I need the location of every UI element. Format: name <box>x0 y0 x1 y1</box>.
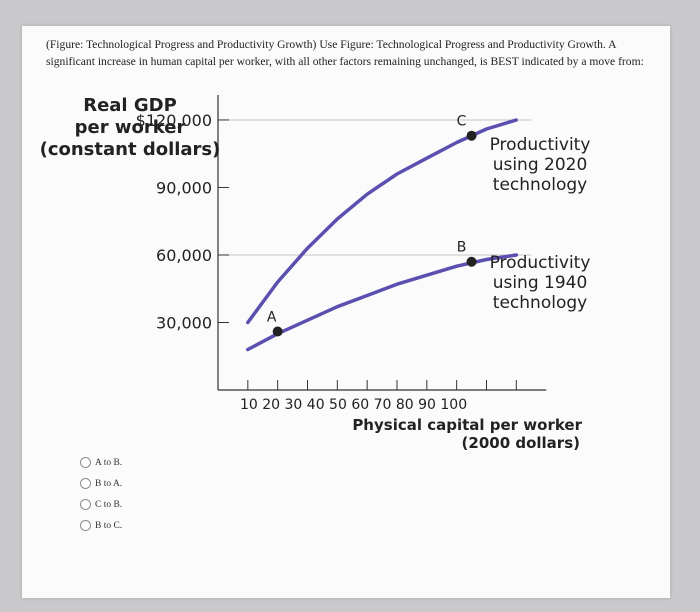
radio-button[interactable] <box>80 520 91 531</box>
answer-option-b-to-c[interactable]: B to C. <box>80 515 122 536</box>
answer-options: A to B. B to A. C to B. B to C. <box>80 452 122 536</box>
answer-label: A to B. <box>95 457 123 468</box>
answer-option-b-to-a[interactable]: B to A. <box>80 473 122 494</box>
answer-label: C to B. <box>95 499 123 510</box>
answer-option-a-to-b[interactable]: A to B. <box>80 452 122 473</box>
radio-button[interactable] <box>80 478 91 489</box>
radio-button[interactable] <box>80 499 91 510</box>
radio-button[interactable] <box>80 457 91 468</box>
answer-option-c-to-b[interactable]: C to B. <box>80 494 122 515</box>
answer-label: B to C. <box>95 520 123 531</box>
question-text: (Figure: Technological Progress and Prod… <box>46 38 644 68</box>
answer-label: B to A. <box>95 478 123 489</box>
